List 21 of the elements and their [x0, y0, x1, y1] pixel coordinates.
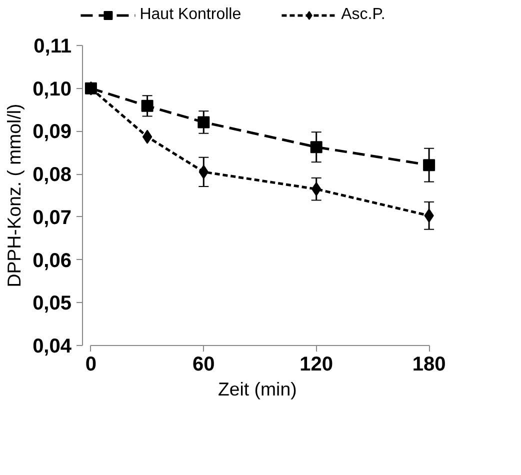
point: [141, 100, 154, 112]
y-tick-label: 0,06: [32, 250, 72, 272]
y-tick-label: 0,10: [32, 78, 72, 100]
x-axis-title: Zeit (min): [218, 378, 297, 400]
y-tick-label: 0,08: [32, 164, 72, 186]
y-tick-label: 0,04: [32, 336, 72, 358]
legend-label: Asc.P.: [341, 6, 386, 24]
point: [423, 159, 436, 172]
x-tick-label: 0: [85, 354, 97, 376]
x-tick-label: 60: [192, 354, 215, 376]
y-axis-title: DPPH-Konz. ( mmol/l): [4, 104, 25, 288]
point: [142, 130, 152, 144]
x-tick-label: 180: [412, 354, 446, 376]
y-tick-label: 0,09: [32, 121, 72, 144]
y-tick-label: 0,05: [32, 292, 72, 315]
y-tick-label: 0,07: [32, 206, 72, 229]
point: [310, 141, 322, 154]
legend-label: Haut Kontrolle: [140, 6, 242, 24]
x-tick-label: 120: [300, 354, 334, 376]
y-tick-label: 0,11: [34, 36, 72, 58]
point: [198, 116, 210, 128]
